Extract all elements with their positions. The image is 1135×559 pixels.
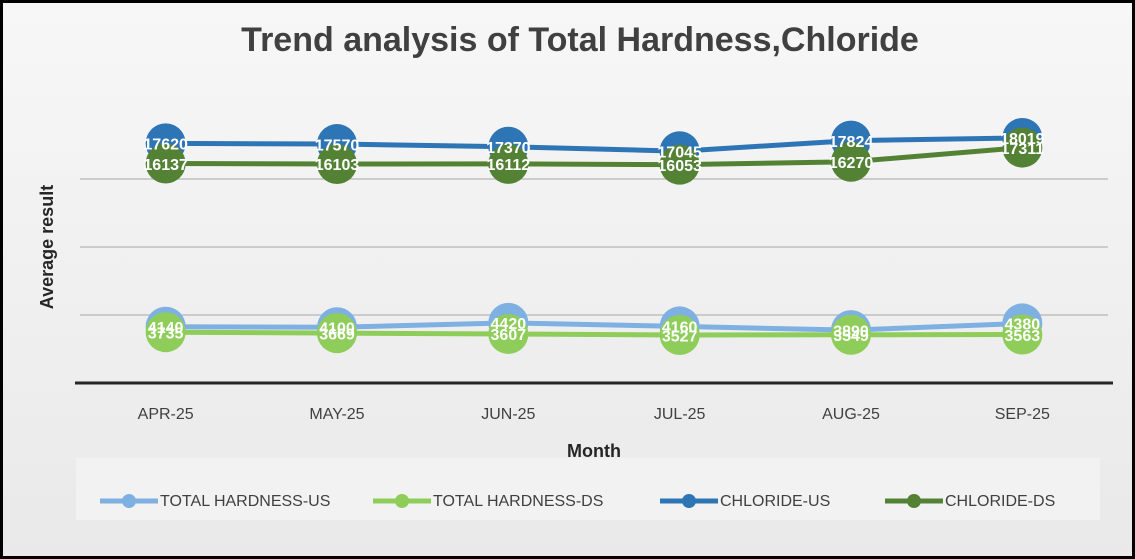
point — [488, 313, 529, 354]
data-label: 17570 — [315, 137, 360, 154]
data-label: 4380 — [1005, 317, 1041, 334]
point — [145, 143, 186, 184]
legend-marker — [122, 494, 136, 508]
data-label: 17824 — [829, 134, 874, 151]
data-label: 18019 — [1000, 131, 1045, 148]
point — [659, 144, 700, 185]
series-line — [165, 135, 1023, 154]
data-label: 3607 — [491, 327, 527, 344]
data-label: 16112 — [487, 157, 531, 174]
point — [831, 314, 871, 355]
data-label: 3735 — [148, 325, 184, 342]
data-label: 3549 — [833, 328, 869, 345]
data-label: 17311 — [1001, 141, 1045, 158]
legend-label: CHLORIDE-US — [720, 493, 830, 510]
x-tick-label: APR-25 — [138, 406, 194, 423]
legend-marker — [682, 494, 696, 508]
legend-marker — [395, 494, 409, 508]
data-label: 3563 — [1005, 328, 1041, 345]
data-label: 4100 — [319, 320, 355, 337]
legend-marker — [907, 494, 921, 508]
point — [1002, 314, 1043, 355]
data-label: 16270 — [829, 155, 874, 172]
series-line — [165, 320, 1023, 333]
data-label: 16053 — [657, 158, 702, 175]
data-label: 16137 — [143, 157, 188, 174]
x-axis-label: Month — [567, 441, 621, 461]
point — [1002, 127, 1043, 168]
point — [145, 312, 186, 353]
y-axis-label: Average result — [37, 185, 57, 309]
data-label: 4160 — [662, 320, 698, 337]
point — [831, 141, 871, 182]
point — [317, 313, 357, 354]
series-line — [165, 145, 1023, 168]
legend-label: TOTAL HARDNESS-US — [160, 493, 330, 510]
data-label: 16103 — [315, 157, 360, 174]
chart-title: Trend analysis of Total Hardness,Chlorid… — [241, 21, 919, 59]
data-label: 3669 — [319, 326, 355, 343]
x-tick-label: AUG-25 — [822, 406, 880, 423]
data-label: 3527 — [662, 328, 698, 345]
legend-box — [76, 458, 1100, 520]
series-line — [165, 329, 1023, 338]
point — [317, 143, 357, 184]
data-label: 3890 — [833, 323, 869, 340]
point — [488, 143, 529, 184]
data-label: 4140 — [148, 320, 184, 337]
data-label: 17045 — [657, 144, 702, 161]
x-tick-label: SEP-25 — [995, 406, 1050, 423]
data-label: 17620 — [143, 137, 188, 154]
data-label: 4420 — [491, 316, 527, 333]
data-label: 17370 — [486, 140, 531, 157]
legend-label: TOTAL HARDNESS-DS — [433, 493, 603, 510]
point — [659, 315, 700, 356]
x-tick-label: MAY-25 — [309, 406, 364, 423]
x-tick-label: JUN-25 — [481, 406, 535, 423]
x-tick-label: JUL-25 — [654, 406, 706, 423]
legend-label: CHLORIDE-DS — [945, 493, 1055, 510]
